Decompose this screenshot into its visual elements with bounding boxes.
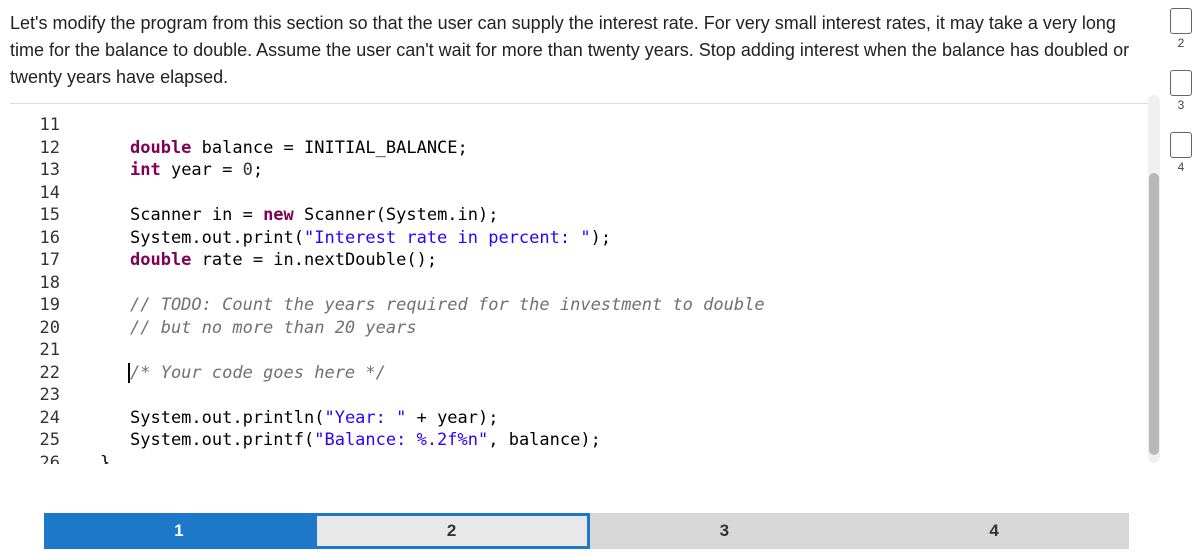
code-line[interactable] <box>90 114 1160 137</box>
line-number: 19 <box>10 294 60 317</box>
code-line[interactable]: int year = 0; <box>90 159 1160 182</box>
line-number: 11 <box>10 114 60 137</box>
check-label: 4 <box>1178 160 1185 174</box>
code-line[interactable]: double balance = INITIAL_BALANCE; <box>90 137 1160 160</box>
side-check-2[interactable]: 2 <box>1166 8 1196 50</box>
code-editor[interactable]: 11121314151617181920212223242526 double … <box>10 103 1160 473</box>
line-number: 15 <box>10 204 60 227</box>
code-line[interactable]: // TODO: Count the years required for th… <box>90 294 1160 317</box>
code-line[interactable]: System.out.printf("Balance: %.2f%n", bal… <box>90 429 1160 452</box>
step-2[interactable]: 2 <box>314 513 590 549</box>
code-line[interactable]: System.out.print("Interest rate in perce… <box>90 227 1160 250</box>
side-check-4[interactable]: 4 <box>1166 132 1196 174</box>
line-number: 17 <box>10 249 60 272</box>
line-number: 14 <box>10 182 60 205</box>
scrollbar-thumb[interactable] <box>1149 173 1159 455</box>
code-line[interactable] <box>90 182 1160 205</box>
line-number: 21 <box>10 339 60 362</box>
step-3[interactable]: 3 <box>590 513 860 549</box>
line-number: 20 <box>10 317 60 340</box>
check-label: 3 <box>1178 98 1185 112</box>
code-line[interactable]: double rate = in.nextDouble(); <box>90 249 1160 272</box>
check-label: 2 <box>1178 36 1185 50</box>
code-line[interactable]: System.out.println("Year: " + year); <box>90 407 1160 430</box>
code-line[interactable] <box>90 272 1160 295</box>
problem-instructions: Let's modify the program from this secti… <box>10 10 1160 103</box>
code-line[interactable] <box>90 339 1160 362</box>
line-number: 18 <box>10 272 60 295</box>
line-number: 25 <box>10 429 60 452</box>
line-number: 26 <box>10 452 60 464</box>
line-number: 22 <box>10 362 60 385</box>
step-1[interactable]: 1 <box>44 513 314 549</box>
line-number: 23 <box>10 384 60 407</box>
side-checklist: 2 3 4 <box>1166 8 1196 174</box>
line-gutter: 11121314151617181920212223242526 <box>10 104 90 464</box>
side-check-3[interactable]: 3 <box>1166 70 1196 112</box>
code-line[interactable]: // but no more than 20 years <box>90 317 1160 340</box>
code-line[interactable] <box>90 384 1160 407</box>
code-lines[interactable]: double balance = INITIAL_BALANCE;int yea… <box>90 104 1160 464</box>
step-4[interactable]: 4 <box>859 513 1129 549</box>
line-number: 24 <box>10 407 60 430</box>
line-number: 16 <box>10 227 60 250</box>
checkbox-icon[interactable] <box>1170 132 1192 158</box>
checkbox-icon[interactable] <box>1170 8 1192 34</box>
vertical-scrollbar[interactable] <box>1148 95 1160 463</box>
code-line[interactable]: /* Your code goes here */ <box>90 362 1160 385</box>
checkbox-icon[interactable] <box>1170 70 1192 96</box>
code-line[interactable]: Scanner in = new Scanner(System.in); <box>90 204 1160 227</box>
code-line[interactable]: } <box>90 452 1160 464</box>
line-number: 13 <box>10 159 60 182</box>
steps-progress-bar: 1234 <box>44 513 1129 549</box>
line-number: 12 <box>10 137 60 160</box>
